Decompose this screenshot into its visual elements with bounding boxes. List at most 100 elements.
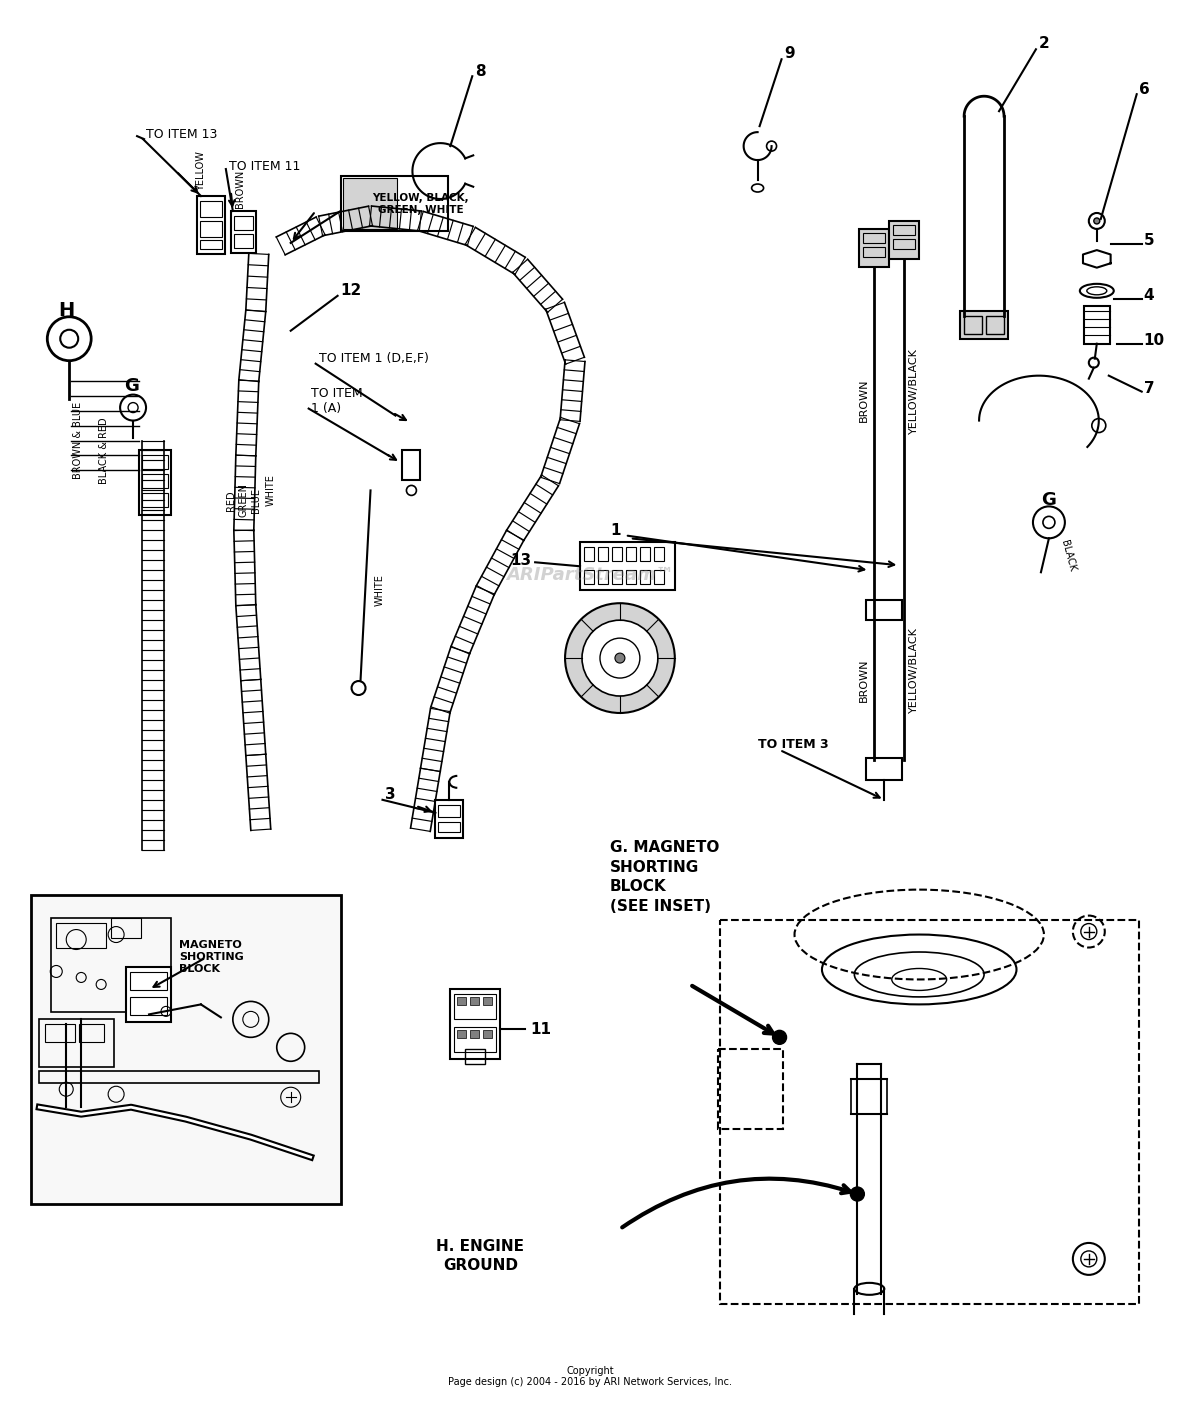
Text: G. MAGNETO
SHORTING
BLOCK
(SEE INSET): G. MAGNETO SHORTING BLOCK (SEE INSET) xyxy=(610,839,720,914)
Bar xyxy=(39,1071,319,1083)
Text: ARIPartStream™: ARIPartStream™ xyxy=(506,567,674,585)
Bar xyxy=(584,547,594,561)
Bar xyxy=(57,922,106,948)
Bar xyxy=(438,821,460,832)
Bar xyxy=(893,225,916,235)
Text: BROWN: BROWN xyxy=(859,378,870,422)
Circle shape xyxy=(565,603,675,713)
Bar xyxy=(45,1025,76,1042)
Text: MAGNETO
SHORTING
BLOCK: MAGNETO SHORTING BLOCK xyxy=(179,939,244,974)
Bar xyxy=(859,229,890,267)
Bar xyxy=(720,920,1139,1303)
Bar xyxy=(130,997,168,1015)
Bar xyxy=(454,1028,497,1052)
Text: 10: 10 xyxy=(1143,333,1165,349)
Text: TO ITEM 11: TO ITEM 11 xyxy=(229,159,300,173)
Bar xyxy=(199,201,222,217)
Bar xyxy=(197,195,225,254)
Bar xyxy=(612,547,622,561)
Bar xyxy=(435,800,464,838)
Bar xyxy=(625,547,636,561)
Text: BLACK & RED: BLACK & RED xyxy=(99,418,109,484)
Text: YELLOW/BLACK: YELLOW/BLACK xyxy=(910,627,919,713)
Bar xyxy=(139,450,171,516)
Text: TO ITEM 1 (D,E,F): TO ITEM 1 (D,E,F) xyxy=(319,352,428,366)
Text: 12: 12 xyxy=(341,284,362,298)
Bar xyxy=(199,240,222,249)
Text: 7: 7 xyxy=(1143,381,1154,396)
Bar xyxy=(471,997,479,1005)
Bar xyxy=(458,1031,466,1039)
Bar xyxy=(640,547,650,561)
Bar xyxy=(130,973,168,990)
Text: BROWN: BROWN xyxy=(859,658,870,702)
Bar xyxy=(142,494,168,508)
Text: Copyright
Page design (c) 2004 - 2016 by ARI Network Services, Inc.: Copyright Page design (c) 2004 - 2016 by… xyxy=(448,1365,732,1388)
Text: 9: 9 xyxy=(785,46,795,60)
Bar xyxy=(893,239,916,249)
Text: YELLOW/BLACK: YELLOW/BLACK xyxy=(910,347,919,433)
Text: TO ITEM 3: TO ITEM 3 xyxy=(758,738,828,751)
Bar xyxy=(986,316,1004,333)
Bar xyxy=(32,894,341,1204)
Text: RED: RED xyxy=(225,491,236,510)
Text: BROWN: BROWN xyxy=(235,170,244,208)
Bar xyxy=(465,1049,485,1064)
Text: 4: 4 xyxy=(1143,288,1154,304)
Text: H: H xyxy=(58,301,74,321)
Text: 13: 13 xyxy=(510,553,531,568)
Bar xyxy=(584,571,594,585)
Bar xyxy=(39,1019,114,1067)
Text: YELLOW: YELLOW xyxy=(196,150,205,191)
Text: G: G xyxy=(1042,492,1056,509)
Circle shape xyxy=(1094,218,1100,224)
Bar xyxy=(142,456,168,470)
Text: YELLOW, BLACK,
GREEN, WHITE: YELLOW, BLACK, GREEN, WHITE xyxy=(372,193,468,215)
Text: WHITE: WHITE xyxy=(374,574,385,606)
Text: 11: 11 xyxy=(530,1022,551,1036)
Text: WHITE: WHITE xyxy=(266,474,276,506)
Bar xyxy=(598,547,608,561)
Text: BLUE: BLUE xyxy=(251,488,261,513)
Bar xyxy=(890,221,919,259)
Bar xyxy=(598,571,608,585)
Bar xyxy=(111,918,142,938)
Bar xyxy=(581,543,675,591)
Circle shape xyxy=(851,1187,865,1201)
Bar xyxy=(484,997,492,1005)
Bar xyxy=(612,571,622,585)
Text: H. ENGINE
GROUND: H. ENGINE GROUND xyxy=(437,1239,524,1272)
Bar xyxy=(471,1031,479,1039)
Bar xyxy=(964,316,982,333)
Bar xyxy=(640,571,650,585)
Text: 3: 3 xyxy=(386,787,396,803)
Bar xyxy=(625,571,636,585)
Bar xyxy=(961,311,1008,339)
Circle shape xyxy=(582,620,657,696)
Text: BROWN & BLUE: BROWN & BLUE xyxy=(73,402,84,479)
Bar xyxy=(438,804,460,817)
Bar xyxy=(484,1031,492,1039)
Bar xyxy=(451,990,500,1059)
Bar xyxy=(654,571,664,585)
Bar xyxy=(341,176,448,231)
Text: 5: 5 xyxy=(1143,233,1154,249)
Text: 1: 1 xyxy=(610,523,621,538)
Bar xyxy=(866,600,903,620)
Bar xyxy=(864,247,885,257)
Bar xyxy=(717,1049,782,1129)
Bar xyxy=(142,474,168,488)
Bar xyxy=(654,547,664,561)
Bar xyxy=(231,211,256,253)
Bar xyxy=(199,221,222,238)
Text: GREEN: GREEN xyxy=(238,484,249,517)
Bar xyxy=(51,918,171,1012)
Bar xyxy=(454,994,497,1019)
Bar xyxy=(1084,305,1109,343)
Text: TO ITEM 13: TO ITEM 13 xyxy=(146,128,217,141)
Text: BLACK: BLACK xyxy=(1058,538,1077,572)
Text: 8: 8 xyxy=(476,63,486,79)
Bar xyxy=(402,450,420,481)
Text: 6: 6 xyxy=(1139,82,1149,97)
Text: 2: 2 xyxy=(1038,35,1050,51)
